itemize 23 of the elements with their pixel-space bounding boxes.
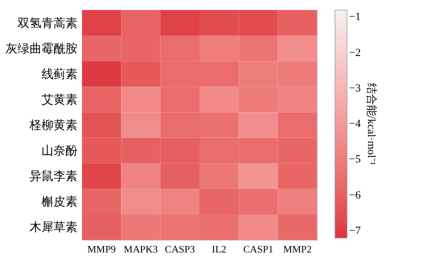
y-tick-label: 艾黄素 [42, 92, 78, 106]
y-tick-label: 灰绿曲霉酰胺 [6, 41, 78, 56]
color-bar-label: −1 [349, 11, 361, 24]
color-bar-label: −2 [349, 46, 361, 59]
y-tick-label: 双氢青蒿素 [18, 16, 78, 30]
color-bar-title: 结合能/kcal·mol⁻¹ [365, 82, 378, 166]
x-tick-label: CASP3 [164, 244, 195, 256]
color-bar-label: −6 [349, 189, 362, 202]
y-tick-label: 山奈酚 [42, 144, 78, 158]
x-tick-label: CASP1 [243, 244, 274, 256]
color-bar-label: −3 [349, 82, 362, 94]
x-tick-label: MMP2 [283, 244, 312, 256]
y-tick-label: 线蓟素 [42, 66, 78, 81]
x-tick-label: IL2 [212, 244, 226, 256]
y-tick-label: 槲皮素 [42, 194, 78, 209]
x-tick-label: MMP9 [87, 244, 116, 256]
y-tick-label: 木犀草素 [30, 220, 78, 234]
y-tick-label: 异鼠李素 [30, 169, 78, 184]
color-bar-label: −7 [349, 224, 362, 237]
color-bar-label: −4 [349, 118, 362, 130]
x-tick-label: MAPK3 [124, 244, 158, 256]
color-bar-label: −5 [349, 154, 362, 166]
y-tick-label: 柽柳黄素 [28, 118, 78, 132]
